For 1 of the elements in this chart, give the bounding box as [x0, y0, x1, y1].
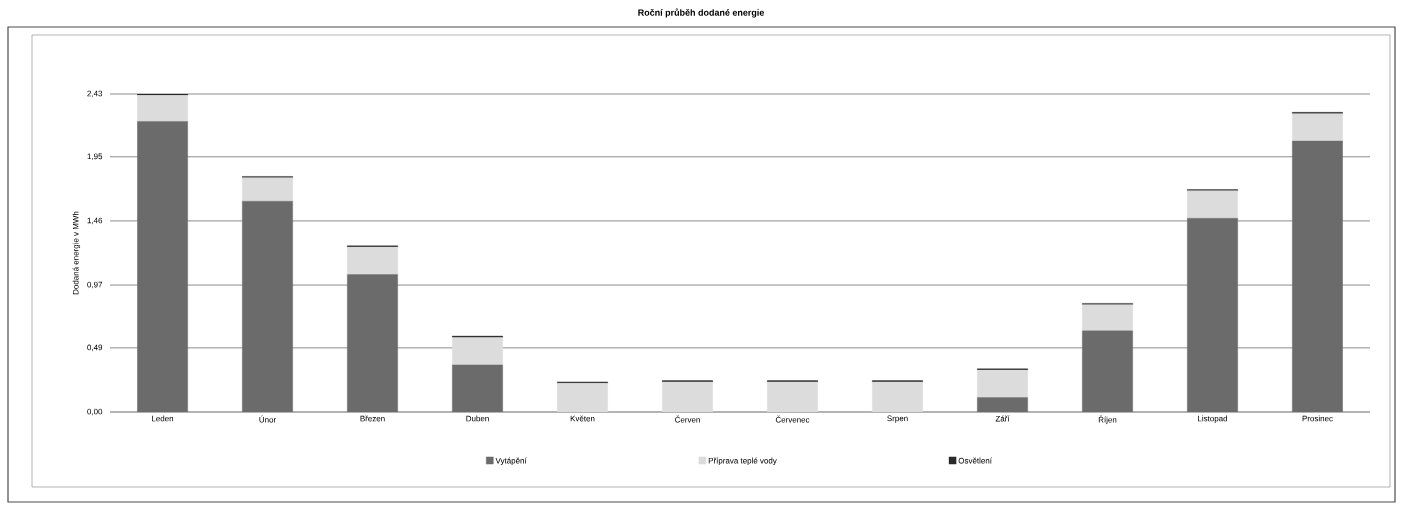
chart-title: Roční průběh dodané energie — [638, 8, 764, 18]
